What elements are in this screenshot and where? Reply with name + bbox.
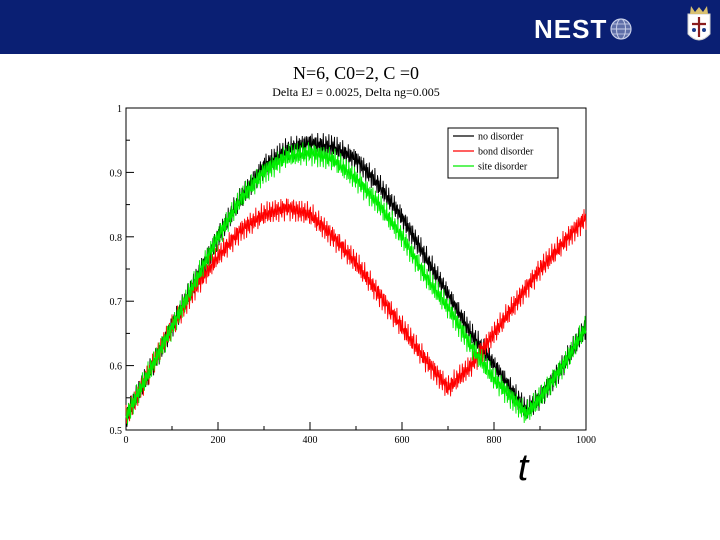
legend: no disorder bond disorder site disorder — [447, 127, 559, 179]
x-axis: 0 200 400 600 800 1000 — [124, 422, 596, 446]
legend-label-site-disorder: site disorder — [478, 162, 528, 173]
x-tick-label: 600 — [395, 435, 410, 446]
x-tick-label: 1000 — [576, 435, 596, 446]
x-tick-label: 0 — [124, 435, 129, 446]
y-tick-label: 1 — [117, 104, 122, 115]
header-bar: NE ST — [0, 0, 720, 54]
logo-text-ne: NE — [534, 13, 573, 44]
y-tick-label: 0.5 — [110, 426, 123, 437]
x-tick-label: 200 — [211, 435, 226, 446]
coat-of-arms-icon — [687, 6, 711, 41]
x-tick-label: 400 — [303, 435, 318, 446]
series-line-site-disorder — [125, 142, 587, 425]
y-tick-label: 0.7 — [110, 297, 123, 308]
nest-logo: NE ST — [534, 14, 633, 44]
series-line-bond-disorder — [125, 198, 587, 424]
logo-text-st: ST — [572, 13, 608, 44]
globe-icon — [610, 18, 632, 40]
y-axis: 0.5 0.6 0.7 0.8 0.9 1 — [110, 104, 134, 437]
x-tick-label: 800 — [487, 435, 502, 446]
x-axis-label: t — [518, 447, 530, 489]
y-tick-label: 0.9 — [110, 168, 123, 179]
chart: N=6, C0=2, C =0 Delta EJ = 0.0025, Delta… — [110, 63, 597, 489]
chart-title: N=6, C0=2, C =0 — [293, 63, 419, 83]
legend-label-bond-disorder: bond disorder — [478, 147, 534, 158]
legend-label-no-disorder: no disorder — [478, 132, 524, 143]
chart-subtitle: Delta EJ = 0.0025, Delta ng=0.005 — [272, 85, 440, 99]
series-group — [125, 132, 587, 427]
y-tick-label: 0.6 — [110, 362, 123, 373]
y-tick-label: 0.8 — [110, 233, 123, 244]
